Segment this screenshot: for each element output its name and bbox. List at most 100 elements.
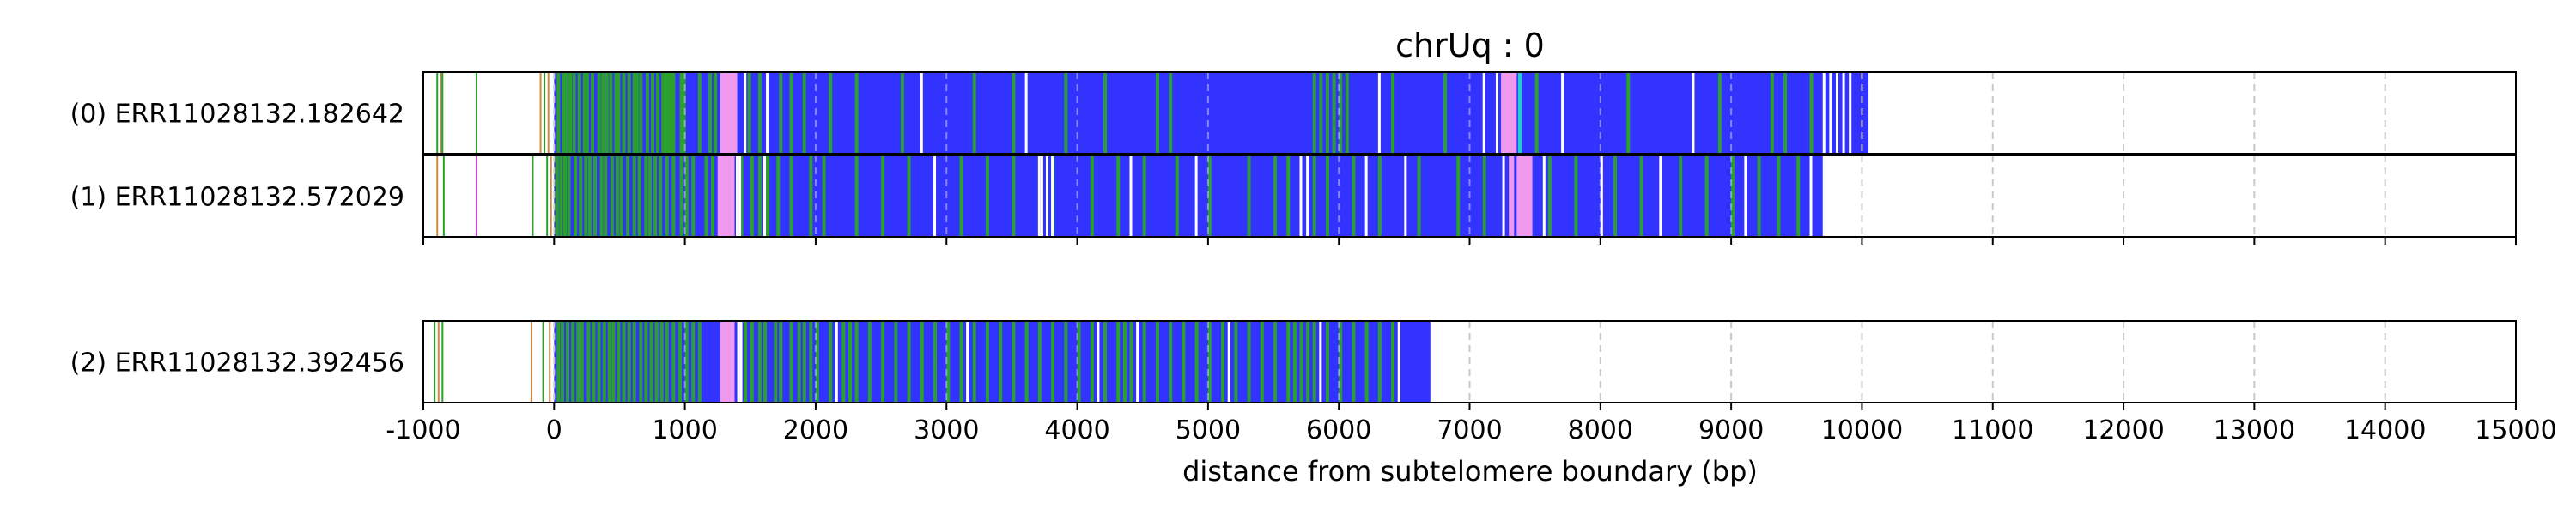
green-mark — [1116, 321, 1121, 403]
pre-mark — [434, 321, 436, 403]
green-mark — [671, 155, 676, 237]
green-mark — [1090, 155, 1094, 237]
gap-mark — [1822, 72, 1826, 154]
green-mark — [1704, 155, 1709, 237]
green-mark — [739, 155, 744, 237]
green-mark — [1155, 321, 1159, 403]
green-mark — [684, 321, 689, 403]
green-mark — [1391, 72, 1395, 154]
gap-mark — [1809, 155, 1813, 237]
green-mark — [854, 321, 859, 403]
green-mark — [779, 72, 783, 154]
pre-mark — [550, 155, 552, 237]
green-mark — [691, 155, 696, 237]
green-mark — [1012, 72, 1016, 154]
green-mark — [1175, 155, 1179, 237]
green-mark — [555, 155, 559, 237]
green-mark — [659, 321, 664, 403]
green-mark — [586, 321, 591, 403]
green-mark — [867, 321, 872, 403]
green-mark — [802, 321, 806, 403]
green-mark — [566, 321, 570, 403]
green-mark — [1122, 321, 1127, 403]
read-label: (2) ERR11028132.392456 — [70, 348, 404, 379]
gap-mark — [1829, 72, 1832, 154]
gap-mark — [1227, 321, 1230, 403]
green-mark — [1064, 321, 1068, 403]
gap-mark — [1561, 72, 1564, 154]
gap-mark — [1364, 155, 1368, 237]
green-mark — [564, 72, 568, 154]
green-mark — [607, 321, 611, 403]
tick-label: 14000 — [2344, 415, 2426, 445]
green-mark — [665, 155, 669, 237]
pre-mark — [475, 72, 477, 154]
green-mark — [1796, 155, 1801, 237]
green-mark — [848, 321, 853, 403]
green-mark — [1377, 321, 1382, 403]
green-mark — [1051, 321, 1055, 403]
green-mark — [1012, 155, 1016, 237]
pre-mark — [437, 321, 440, 403]
green-mark — [579, 155, 583, 237]
green-mark — [1037, 321, 1042, 403]
segment — [720, 321, 735, 403]
green-mark — [1339, 72, 1343, 154]
pre-mark — [441, 321, 444, 403]
pre-mark — [546, 155, 549, 237]
green-mark — [665, 321, 669, 403]
green-mark — [651, 72, 655, 154]
green-mark — [750, 155, 754, 237]
tick-label: 9000 — [1698, 415, 1764, 445]
green-mark — [1169, 321, 1173, 403]
green-mark — [1286, 155, 1291, 237]
green-mark — [779, 321, 783, 403]
gap-mark — [1842, 72, 1845, 154]
pre-mark — [539, 72, 542, 154]
gap-mark — [1495, 72, 1498, 154]
green-mark — [1319, 72, 1323, 154]
tick-label: 5000 — [1176, 415, 1241, 445]
green-mark — [1391, 321, 1395, 403]
green-mark — [1103, 321, 1108, 403]
green-mark — [556, 321, 561, 403]
gap-mark — [1744, 155, 1747, 237]
green-mark — [747, 72, 751, 154]
green-mark — [1090, 321, 1094, 403]
green-mark — [757, 155, 762, 237]
segment — [1514, 155, 1517, 237]
green-mark — [959, 321, 963, 403]
gap-mark — [1835, 72, 1838, 154]
green-mark — [920, 321, 924, 403]
green-mark — [972, 321, 976, 403]
gap-mark — [1136, 321, 1139, 403]
green-mark — [635, 72, 639, 154]
green-mark — [627, 321, 631, 403]
green-mark — [647, 155, 652, 237]
gap-mark — [1194, 155, 1198, 237]
green-mark — [1717, 72, 1722, 154]
green-mark — [584, 155, 588, 237]
green-mark — [562, 155, 567, 237]
green-mark — [829, 321, 833, 403]
gap-mark — [835, 321, 838, 403]
green-mark — [711, 155, 715, 237]
green-mark — [1574, 155, 1578, 237]
gap-mark — [1037, 155, 1041, 237]
green-mark — [757, 321, 762, 403]
x-axis: -1000 0 1000 2000 3000 4000 5000 6000 7000 8000 90… — [386, 237, 2557, 445]
green-mark — [1547, 155, 1552, 237]
green-mark — [644, 155, 648, 237]
green-mark — [1312, 155, 1316, 237]
green-mark — [1247, 321, 1251, 403]
tick-label: 10000 — [1821, 415, 1903, 445]
green-mark — [797, 321, 801, 403]
read-label: (1) ERR11028132.572029 — [70, 183, 404, 213]
green-mark — [1352, 155, 1356, 237]
green-mark — [571, 321, 575, 403]
green-mark — [684, 155, 689, 237]
green-mark — [1352, 321, 1356, 403]
green-mark — [809, 321, 813, 403]
green-mark — [1103, 72, 1108, 154]
gap-mark — [1040, 155, 1043, 237]
